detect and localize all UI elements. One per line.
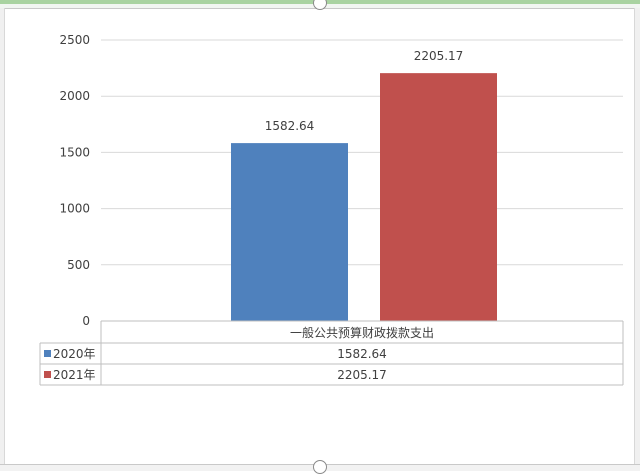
y-tick-label: 2500: [59, 33, 90, 47]
legend-key-2020年: [44, 350, 51, 357]
legend-key-2021年: [44, 371, 51, 378]
table-cell-value: 1582.64: [337, 347, 387, 361]
y-tick-label: 0: [82, 314, 90, 328]
chart-frame-right: [634, 8, 640, 464]
data-label: 2205.17: [414, 49, 464, 63]
y-tick-label: 2000: [59, 89, 90, 103]
legend-label: 2020年: [53, 347, 96, 361]
data-label: 1582.64: [265, 119, 315, 133]
resize-handle-top[interactable]: [313, 0, 327, 10]
bar-2020年: [231, 143, 348, 321]
y-tick-label: 1500: [59, 145, 90, 159]
y-tick-label: 500: [67, 258, 90, 272]
legend-label: 2021年: [53, 368, 96, 382]
chart-frame-left: [0, 8, 5, 464]
table-cell-value: 2205.17: [337, 368, 387, 382]
bar-2021年: [380, 73, 497, 322]
resize-handle-bottom[interactable]: [313, 460, 327, 474]
y-tick-label: 1000: [59, 202, 90, 216]
category-label: 一般公共预算财政拨款支出: [290, 325, 434, 340]
